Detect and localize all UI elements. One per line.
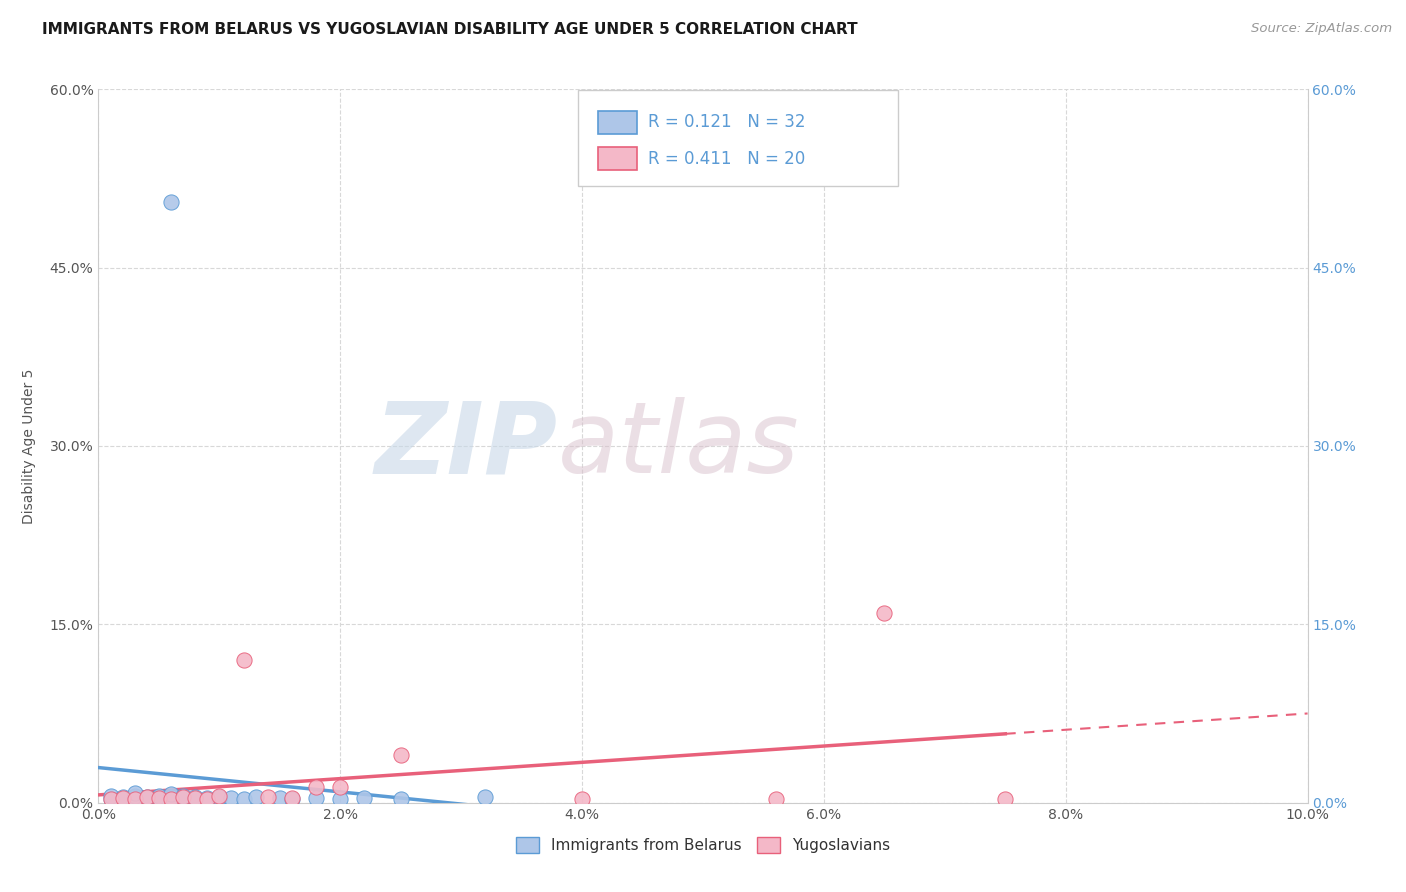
Point [765, 792, 787, 806]
Point [135, 789, 157, 804]
Point [148, 789, 170, 803]
Point [160, 792, 183, 806]
Point [994, 792, 1017, 806]
Point [208, 789, 231, 804]
Point [172, 791, 194, 805]
Point [571, 792, 593, 806]
Point [184, 792, 207, 806]
Point [281, 792, 304, 806]
Y-axis label: Disability Age Under 5: Disability Age Under 5 [22, 368, 35, 524]
Point [329, 780, 352, 795]
Point [305, 780, 328, 795]
Point [208, 789, 231, 803]
Point [208, 792, 231, 806]
Point [232, 653, 254, 667]
Point [389, 748, 412, 763]
Point [232, 792, 254, 806]
Point [124, 789, 146, 803]
Point [160, 195, 183, 210]
Point [195, 792, 218, 806]
Point [353, 791, 375, 805]
Point [160, 789, 183, 804]
Point [100, 792, 122, 806]
Point [256, 789, 278, 804]
Point [281, 791, 304, 805]
Point [124, 786, 146, 800]
Point [269, 791, 291, 805]
Text: Source: ZipAtlas.com: Source: ZipAtlas.com [1251, 22, 1392, 36]
Point [195, 791, 218, 805]
Point [389, 792, 412, 806]
Point [135, 789, 157, 804]
Point [111, 789, 134, 804]
Point [160, 792, 183, 806]
Point [172, 789, 194, 803]
Point [148, 791, 170, 805]
Text: atlas: atlas [558, 398, 800, 494]
Point [184, 791, 207, 805]
Point [305, 791, 328, 805]
Point [135, 792, 157, 806]
Point [245, 789, 267, 804]
Point [100, 792, 122, 806]
Point [148, 791, 170, 805]
Point [474, 789, 496, 804]
Point [160, 788, 183, 802]
Point [111, 791, 134, 805]
Point [111, 792, 134, 806]
Point [873, 606, 896, 620]
Text: ZIP: ZIP [375, 398, 558, 494]
Point [124, 792, 146, 806]
Point [221, 791, 243, 805]
Point [124, 791, 146, 805]
Text: R = 0.411   N = 20: R = 0.411 N = 20 [648, 150, 806, 168]
Point [100, 789, 122, 803]
Legend: Immigrants from Belarus, Yugoslavians: Immigrants from Belarus, Yugoslavians [510, 831, 896, 859]
Point [329, 792, 352, 806]
Text: R = 0.121   N = 32: R = 0.121 N = 32 [648, 113, 806, 131]
Text: IMMIGRANTS FROM BELARUS VS YUGOSLAVIAN DISABILITY AGE UNDER 5 CORRELATION CHART: IMMIGRANTS FROM BELARUS VS YUGOSLAVIAN D… [42, 22, 858, 37]
Point [172, 789, 194, 804]
Point [184, 789, 207, 804]
